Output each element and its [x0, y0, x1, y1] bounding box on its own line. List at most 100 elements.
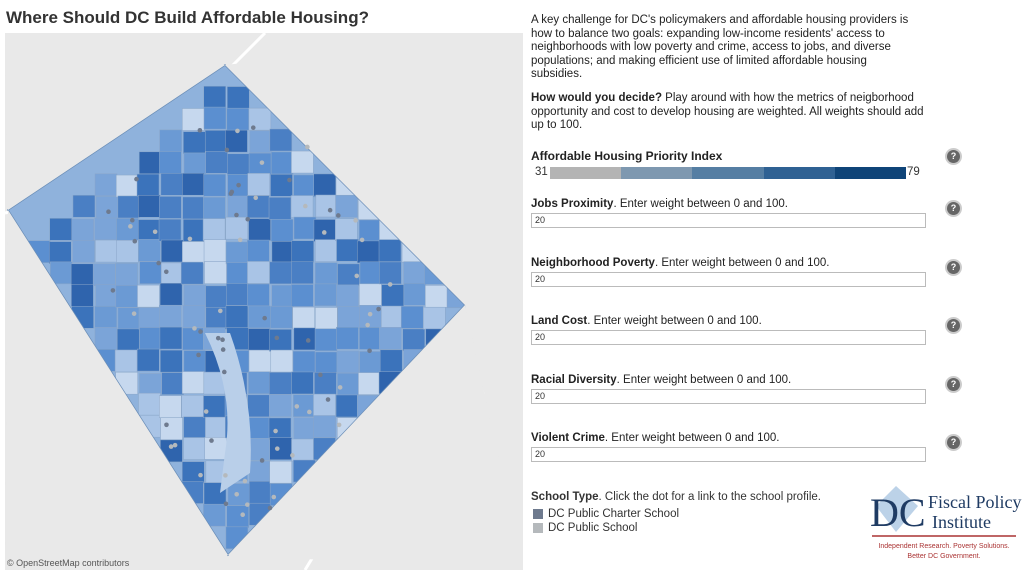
neighborhood-tract[interactable]: [158, 304, 182, 328]
neighborhood-tract[interactable]: [291, 261, 314, 285]
school-dot[interactable]: [215, 335, 221, 341]
neighborhood-tract[interactable]: [71, 284, 94, 307]
school-dot[interactable]: [234, 212, 239, 218]
school-dot[interactable]: [325, 397, 331, 402]
school-dot[interactable]: [305, 144, 310, 150]
school-dot[interactable]: [273, 428, 278, 434]
neighborhood-tract[interactable]: [269, 305, 293, 329]
neighborhood-tract[interactable]: [203, 239, 227, 262]
neighborhood-tract[interactable]: [159, 326, 183, 350]
neighborhood-tract[interactable]: [72, 240, 95, 263]
neighborhood-tract[interactable]: [247, 173, 270, 196]
neighborhood-tract[interactable]: [403, 261, 426, 284]
school-dot[interactable]: [163, 269, 169, 275]
neighborhood-tract[interactable]: [95, 196, 119, 219]
neighborhood-tract[interactable]: [183, 284, 207, 308]
school-dot[interactable]: [156, 260, 161, 266]
neighborhood-tract[interactable]: [248, 349, 272, 373]
neighborhood-tract[interactable]: [268, 197, 292, 220]
neighborhood-tract[interactable]: [138, 195, 161, 218]
neighborhood-tract[interactable]: [183, 131, 206, 154]
neighborhood-tract[interactable]: [226, 283, 249, 306]
school-dot[interactable]: [321, 230, 327, 235]
neighborhood-tract[interactable]: [227, 153, 250, 177]
neighborhood-tract[interactable]: [160, 349, 183, 373]
weight-input[interactable]: 20: [531, 271, 926, 287]
neighborhood-tract[interactable]: [379, 261, 402, 285]
neighborhood-tract[interactable]: [314, 283, 337, 307]
map-canvas[interactable]: [5, 33, 523, 570]
school-dot[interactable]: [354, 273, 360, 279]
school-dot[interactable]: [220, 337, 225, 343]
school-dot[interactable]: [259, 458, 265, 463]
neighborhood-tract[interactable]: [269, 261, 292, 285]
neighborhood-tract[interactable]: [403, 282, 427, 306]
neighborhood-tract[interactable]: [247, 283, 270, 307]
school-dot[interactable]: [376, 306, 381, 312]
neighborhood-tract[interactable]: [182, 241, 205, 264]
neighborhood-tract[interactable]: [269, 128, 293, 152]
school-dot[interactable]: [303, 203, 308, 209]
school-dot[interactable]: [223, 501, 229, 507]
neighborhood-tract[interactable]: [269, 329, 292, 352]
school-dot[interactable]: [294, 404, 300, 409]
neighborhood-tract[interactable]: [159, 282, 183, 306]
neighborhood-tract[interactable]: [249, 130, 273, 154]
neighborhood-tract[interactable]: [293, 216, 317, 240]
neighborhood-tract[interactable]: [203, 85, 227, 109]
school-dot[interactable]: [365, 322, 370, 328]
neighborhood-tract[interactable]: [337, 372, 360, 396]
neighborhood-tract[interactable]: [336, 326, 359, 350]
neighborhood-tract[interactable]: [205, 151, 228, 174]
neighborhood-tract[interactable]: [159, 151, 182, 174]
school-dot[interactable]: [353, 218, 358, 223]
school-dot[interactable]: [259, 160, 265, 165]
neighborhood-tract[interactable]: [359, 283, 382, 307]
neighborhood-tract[interactable]: [425, 285, 448, 308]
school-dot[interactable]: [359, 237, 365, 243]
school-dot[interactable]: [262, 315, 267, 321]
neighborhood-tract[interactable]: [359, 327, 382, 350]
neighborhood-tract[interactable]: [315, 239, 338, 262]
neighborhood-tract[interactable]: [183, 437, 206, 460]
neighborhood-tract[interactable]: [205, 285, 228, 309]
school-dot[interactable]: [236, 182, 241, 188]
neighborhood-tract[interactable]: [292, 350, 316, 374]
neighborhood-tract[interactable]: [248, 438, 271, 461]
school-dot[interactable]: [198, 329, 203, 334]
neighborhood-tract[interactable]: [203, 106, 227, 130]
neighborhood-tract[interactable]: [139, 327, 162, 350]
school-dot[interactable]: [110, 288, 116, 293]
neighborhood-tract[interactable]: [270, 151, 294, 175]
help-icon[interactable]: ?: [947, 436, 960, 449]
neighborhood-tract[interactable]: [115, 285, 139, 308]
help-icon[interactable]: ?: [947, 377, 960, 391]
neighborhood-tract[interactable]: [359, 261, 383, 285]
neighborhood-tract[interactable]: [160, 239, 184, 263]
school-dot[interactable]: [271, 494, 277, 500]
school-dot[interactable]: [197, 128, 203, 133]
neighborhood-tract[interactable]: [291, 284, 314, 307]
neighborhood-tract[interactable]: [204, 130, 228, 153]
school-dot[interactable]: [131, 311, 137, 316]
neighborhood-tract[interactable]: [248, 328, 271, 351]
neighborhood-tract[interactable]: [335, 194, 358, 218]
neighborhood-tract[interactable]: [115, 262, 138, 286]
help-icon[interactable]: ?: [947, 319, 960, 332]
neighborhood-tract[interactable]: [226, 505, 249, 528]
neighborhood-tract[interactable]: [136, 348, 160, 372]
school-dot[interactable]: [203, 409, 209, 414]
neighborhood-tract[interactable]: [181, 108, 205, 131]
neighborhood-tract[interactable]: [315, 351, 338, 375]
school-dot[interactable]: [267, 505, 273, 511]
neighborhood-tract[interactable]: [49, 218, 72, 241]
neighborhood-tract[interactable]: [247, 261, 270, 284]
neighborhood-tract[interactable]: [335, 218, 358, 242]
neighborhood-tract[interactable]: [114, 349, 138, 373]
neighborhood-tract[interactable]: [138, 151, 162, 175]
school-dot[interactable]: [129, 217, 135, 223]
neighborhood-tract[interactable]: [203, 173, 226, 197]
neighborhood-tract[interactable]: [336, 238, 359, 262]
school-dot[interactable]: [198, 472, 203, 478]
neighborhood-tract[interactable]: [182, 172, 205, 196]
